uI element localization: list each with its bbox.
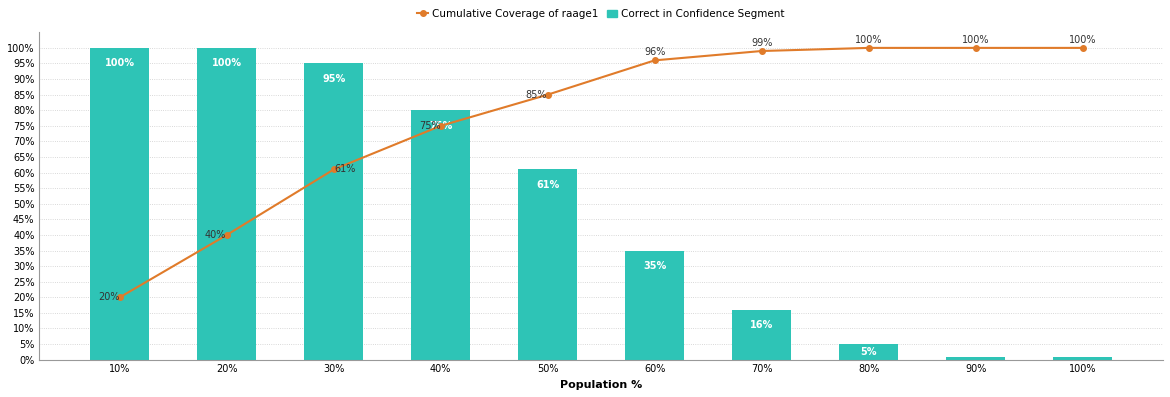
Bar <box>304 64 363 360</box>
X-axis label: Population %: Population % <box>560 380 642 390</box>
Text: 100%: 100% <box>1069 35 1096 44</box>
Bar <box>947 357 1005 360</box>
Text: 61%: 61% <box>536 180 559 190</box>
Text: 95%: 95% <box>322 74 345 84</box>
Bar <box>625 251 684 360</box>
Bar <box>412 110 470 360</box>
Text: 40%: 40% <box>205 230 226 240</box>
Text: 16%: 16% <box>750 320 773 330</box>
Text: 5%: 5% <box>860 347 876 357</box>
Legend: Cumulative Coverage of raage1, Correct in Confidence Segment: Cumulative Coverage of raage1, Correct i… <box>413 5 789 23</box>
Text: 75%: 75% <box>429 121 453 131</box>
Text: 35%: 35% <box>644 261 666 271</box>
Text: 99%: 99% <box>751 38 772 48</box>
Bar <box>1053 357 1112 360</box>
Bar <box>90 48 150 360</box>
Text: 20%: 20% <box>98 292 119 302</box>
Bar <box>839 344 899 360</box>
Bar <box>518 170 577 360</box>
Text: 85%: 85% <box>525 90 548 100</box>
Text: 100%: 100% <box>855 35 882 44</box>
Text: 96%: 96% <box>644 47 666 57</box>
Text: 100%: 100% <box>212 58 242 68</box>
Text: 100%: 100% <box>962 35 990 44</box>
Text: 61%: 61% <box>335 164 356 174</box>
Bar <box>732 310 791 360</box>
Text: 75%: 75% <box>419 121 440 131</box>
Text: 100%: 100% <box>105 58 135 68</box>
Bar <box>198 48 256 360</box>
